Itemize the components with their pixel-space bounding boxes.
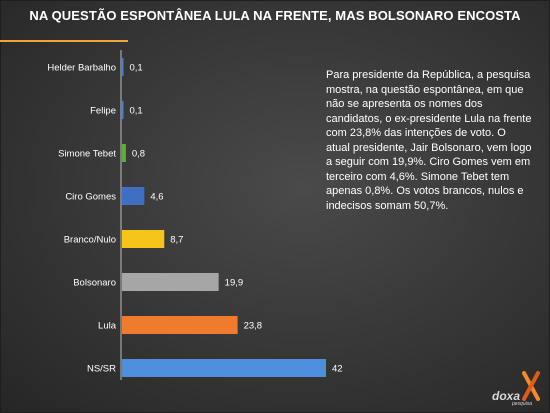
value-label: 19,9 xyxy=(225,278,244,289)
doxa-logo-mark-icon xyxy=(522,371,540,401)
category-label: Bolsonaro xyxy=(73,278,116,289)
bar xyxy=(122,58,124,76)
category-label: Felipe xyxy=(90,106,116,117)
value-label: 42 xyxy=(332,364,343,375)
logo-tagline-text: pesquisa xyxy=(512,401,533,407)
bar xyxy=(122,230,165,248)
value-label: 23,8 xyxy=(244,321,263,332)
value-label: 4,6 xyxy=(150,192,163,203)
title-underline xyxy=(0,40,128,42)
doxa-logo: doxa pesquisa xyxy=(492,371,542,407)
bar xyxy=(122,187,145,205)
value-label: 0,1 xyxy=(130,63,143,74)
chart-title: NA QUESTÃO ESPONTÂNEA LULA NA FRENTE, MA… xyxy=(29,8,521,23)
value-label: 0,8 xyxy=(132,149,145,160)
category-label: Lula xyxy=(98,321,117,332)
commentary-text: Para presidente da República, a pesquisa… xyxy=(326,69,532,212)
value-label: 8,7 xyxy=(170,235,183,246)
category-label: Branco/Nulo xyxy=(64,235,116,246)
bar xyxy=(122,273,219,291)
bar xyxy=(122,101,124,119)
category-label: Ciro Gomes xyxy=(65,192,116,203)
bar xyxy=(122,144,126,162)
category-label: NS/SR xyxy=(87,364,116,375)
category-label: Simone Tebet xyxy=(58,149,116,160)
logo-brand-text: doxa xyxy=(492,389,521,403)
value-label: 0,1 xyxy=(130,106,143,117)
category-label: Helder Barbalho xyxy=(47,63,116,74)
bar xyxy=(122,316,238,334)
bar xyxy=(122,359,326,377)
